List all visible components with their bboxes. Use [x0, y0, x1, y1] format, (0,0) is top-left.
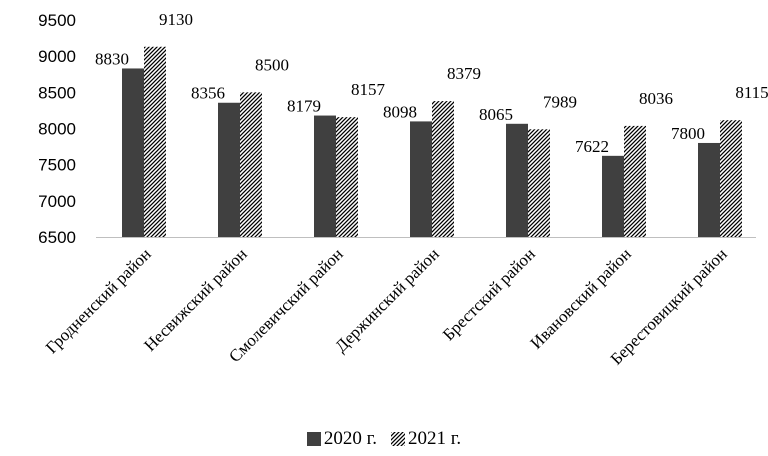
legend: 2020 г. 2021 г.: [0, 424, 768, 454]
bar-chart: 6500 7000 7500 8000 8500 9000 9500 8830 9130 835…: [38, 10, 768, 369]
data-label-2021: 8500: [255, 55, 289, 74]
legend-item-2020: 2020 г.: [306, 428, 377, 450]
y-axis: 6500 7000 7500 8000 8500 9000 9500: [38, 11, 76, 247]
x-tick-label: Несвижский район: [140, 244, 251, 355]
bar-2020: [698, 142, 720, 237]
x-tick-label: Держинский район: [331, 244, 443, 356]
bar-2021: [624, 125, 646, 237]
data-labels: 8830 9130 8356 8500 8179 8157 8098 8379 8065 7989…: [95, 10, 768, 156]
data-label-2020: 7622: [575, 137, 609, 156]
bar-2021: [432, 101, 454, 237]
bar-2021: [144, 46, 166, 237]
bar-2020: [506, 123, 528, 237]
x-tick-label: Брестский район: [439, 244, 539, 344]
y-tick-label: 7000: [38, 192, 76, 211]
legend-label-2020: 2020 г.: [323, 428, 377, 449]
y-tick-label: 7500: [38, 156, 76, 175]
data-label-2020: 8356: [191, 84, 225, 103]
y-tick-label: 9000: [38, 47, 76, 66]
bar-2020: [218, 102, 240, 238]
bar-2021: [720, 120, 742, 237]
data-label-2021: 7989: [543, 92, 577, 111]
x-tick-label: Ивановский район: [527, 244, 635, 352]
y-tick-label: 8000: [38, 120, 76, 139]
bars: [122, 46, 742, 238]
data-label-2021: 8157: [351, 80, 386, 99]
data-label-2020: 8065: [479, 105, 513, 124]
legend-label-2021: 2021 г.: [408, 428, 462, 449]
data-label-2020: 7800: [671, 124, 705, 143]
data-label-2021: 8036: [639, 89, 673, 108]
data-label-2020: 8098: [383, 102, 417, 121]
data-label-2020: 8179: [287, 97, 321, 116]
bar-2020: [314, 115, 336, 237]
data-label-2020: 8830: [95, 49, 129, 68]
bar-2021: [240, 92, 262, 237]
legend-swatch-solid: [306, 432, 321, 446]
y-tick-label: 6500: [38, 228, 76, 247]
data-label-2021: 8115: [735, 83, 768, 102]
bar-2021: [336, 117, 358, 237]
bar-2020: [410, 121, 432, 237]
data-label-2021: 9130: [159, 10, 193, 29]
y-tick-label: 8500: [38, 83, 76, 102]
legend-item-2021: 2021 г.: [391, 428, 461, 450]
bar-2020: [602, 155, 624, 237]
y-tick-label: 9500: [38, 11, 76, 30]
bar-2020: [122, 68, 144, 237]
legend-swatch-hatched: [391, 432, 405, 446]
data-label-2021: 8379: [447, 64, 481, 83]
bar-2021: [528, 129, 550, 237]
x-tick-label: Гродненский район: [42, 244, 155, 357]
